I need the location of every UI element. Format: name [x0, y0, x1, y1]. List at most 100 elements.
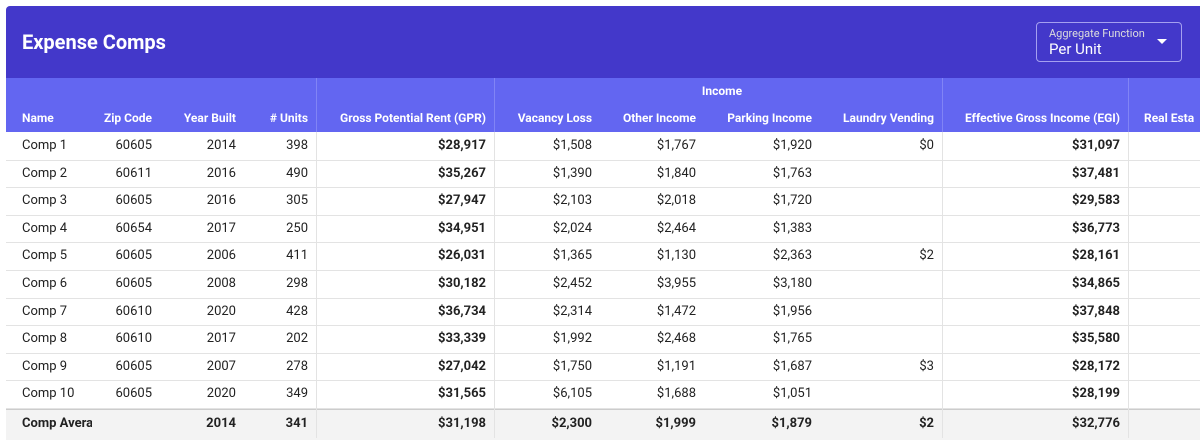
cell: Comp 9 — [22, 358, 68, 374]
cell: $1,383 — [772, 220, 812, 236]
footer-cell: $2 — [919, 416, 934, 431]
cell: Comp 8 — [22, 331, 68, 347]
cell: 202 — [286, 331, 308, 347]
cell: 2014 — [206, 138, 236, 153]
cell: $2,363 — [772, 248, 812, 264]
cell: $1,750 — [552, 358, 592, 374]
cell: $0 — [919, 138, 934, 153]
cell: 2008 — [206, 276, 236, 291]
cell — [820, 380, 934, 408]
cell: 60611 — [115, 165, 152, 181]
cell: 60654 — [115, 220, 152, 236]
cell: $1,365 — [552, 248, 592, 264]
row-divider — [6, 380, 1200, 382]
cell: $1,472 — [656, 303, 696, 319]
cell — [820, 215, 934, 243]
cell: $26,031 — [438, 248, 486, 264]
cell: $3,955 — [656, 276, 696, 291]
footer-cell: $2,300 — [551, 416, 593, 431]
cell: $34,951 — [438, 220, 486, 236]
cell — [820, 325, 934, 353]
cell: $1,130 — [656, 248, 696, 264]
cell: $1,191 — [656, 358, 696, 374]
cell: 349 — [286, 386, 308, 402]
column-header: Real Esta — [1144, 111, 1195, 125]
group-header: Income — [701, 84, 743, 98]
column-header: Vacancy Loss — [517, 111, 592, 125]
cell: $1,688 — [656, 386, 696, 402]
row-divider — [6, 242, 1200, 244]
cell: 60605 — [115, 386, 152, 402]
cell: $2 — [919, 248, 934, 264]
cell: $3,180 — [772, 276, 812, 291]
cell: $2,452 — [552, 276, 592, 291]
footer-cell: $1,999 — [655, 416, 697, 431]
dropdown-label: Aggregate Function — [1049, 27, 1145, 40]
column-border — [1128, 132, 1129, 438]
cell: $1,840 — [656, 165, 696, 181]
row-divider — [6, 352, 1200, 354]
column-header: Gross Potential Rent (GPR) — [340, 111, 486, 125]
cell: $37,848 — [1072, 303, 1120, 319]
cell: 298 — [286, 276, 308, 291]
cell: 411 — [286, 248, 308, 264]
cell: $28,917 — [438, 138, 486, 153]
cell: 2006 — [206, 248, 236, 264]
footer-cell: 2014 — [206, 416, 236, 431]
cell: $30,182 — [438, 276, 486, 291]
page-title: Expense Comps — [22, 30, 166, 54]
cell: 60605 — [115, 358, 152, 374]
cell: $1,920 — [772, 138, 812, 153]
column-border — [1128, 78, 1129, 132]
cell: 2016 — [206, 193, 236, 209]
cell: 2016 — [206, 165, 236, 181]
row-divider — [6, 187, 1200, 189]
cell: $35,267 — [438, 165, 486, 181]
cell: $29,583 — [1072, 193, 1120, 209]
footer-cell — [92, 410, 152, 438]
cell: $1,390 — [552, 165, 592, 181]
cell: $31,097 — [1072, 138, 1120, 153]
column-header: Name — [22, 111, 54, 125]
cell: $1,767 — [656, 138, 696, 153]
cell: $2,468 — [656, 331, 696, 347]
cell: 2020 — [206, 386, 236, 402]
column-border — [316, 132, 317, 438]
cell: $35,580 — [1072, 331, 1120, 347]
column-header: Parking Income — [727, 111, 812, 125]
cell: $2,024 — [552, 220, 592, 236]
column-header: Laundry Vending — [843, 111, 934, 125]
cell: $1,687 — [772, 358, 812, 374]
column-border — [494, 78, 495, 132]
aggregate-dropdown[interactable]: Aggregate Function Per Unit — [1036, 22, 1182, 62]
cell: $6,105 — [552, 386, 592, 402]
cell: Comp 6 — [22, 276, 68, 291]
cell: Comp 4 — [22, 220, 68, 236]
row-divider — [6, 325, 1200, 327]
cell: 60605 — [115, 193, 152, 209]
cell — [820, 298, 934, 326]
footer-cell: $1,879 — [771, 416, 813, 431]
table-header — [6, 78, 1200, 132]
footer-cell: $31,198 — [438, 416, 486, 431]
column-header: Zip Code — [103, 111, 152, 125]
footer-cell: 341 — [285, 416, 308, 431]
cell: $33,339 — [438, 331, 486, 347]
row-divider — [6, 159, 1200, 161]
cell: 398 — [286, 138, 308, 153]
column-border — [494, 132, 495, 438]
cell: 60605 — [115, 248, 152, 264]
cell: $31,565 — [438, 386, 486, 402]
cell: 60605 — [115, 276, 152, 291]
cell: 2020 — [206, 303, 236, 319]
cell: 60605 — [115, 138, 152, 153]
cell: $1,956 — [772, 303, 812, 319]
cell: Comp 2 — [22, 165, 68, 181]
cell — [820, 160, 934, 188]
cell: $2,018 — [656, 193, 696, 209]
cell: $1,763 — [772, 165, 812, 181]
cell: Comp 10 — [22, 386, 75, 402]
cell: Comp 3 — [22, 193, 68, 209]
dropdown-value: Per Unit — [1049, 40, 1102, 58]
